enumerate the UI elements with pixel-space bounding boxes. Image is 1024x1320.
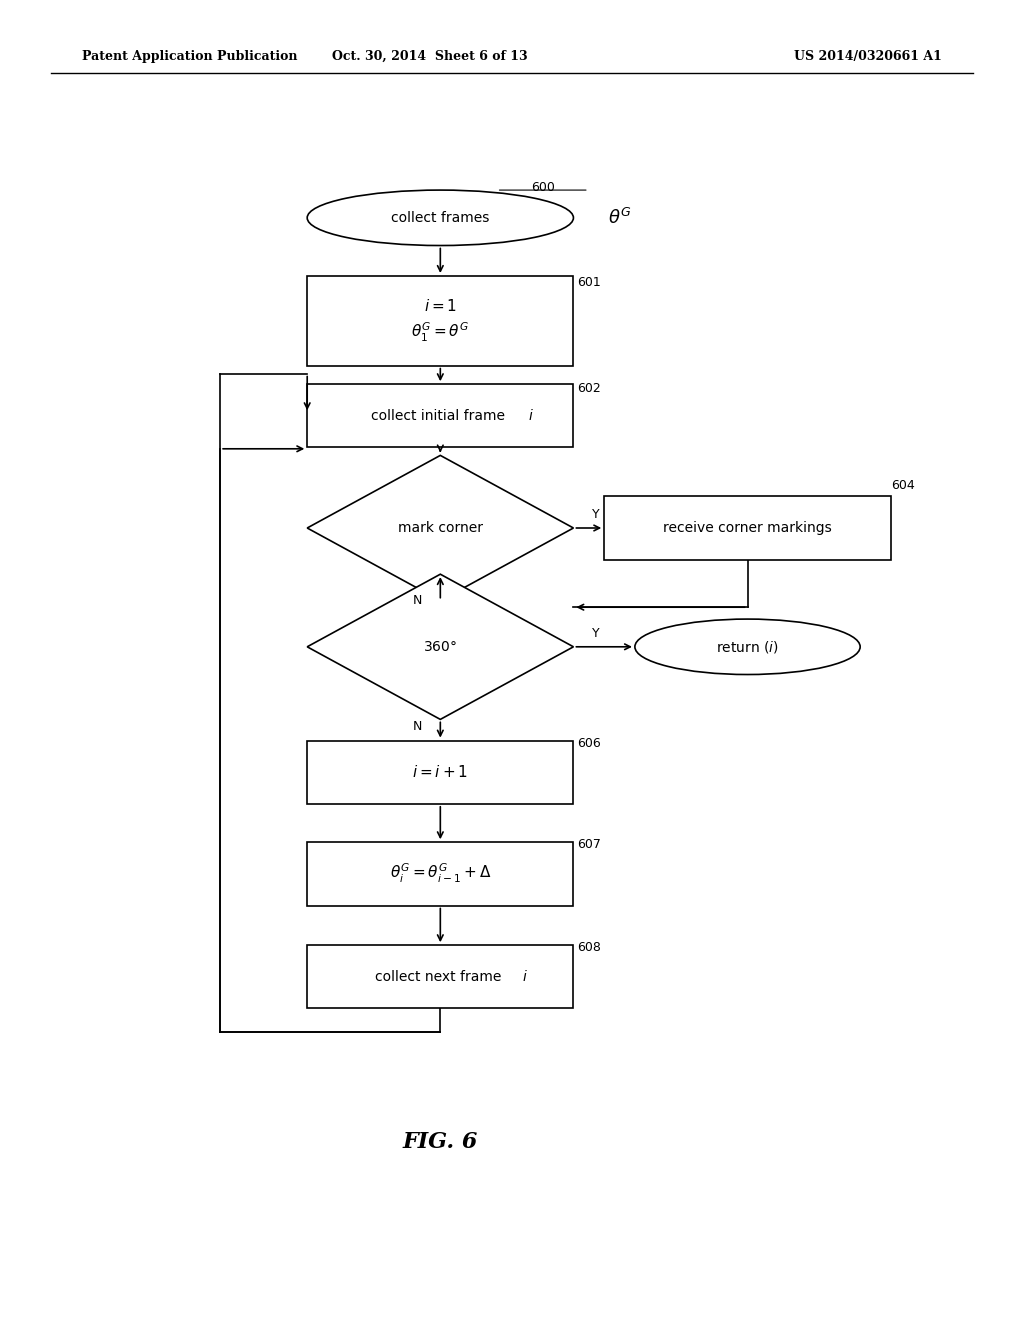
- Text: 602: 602: [577, 381, 601, 395]
- Text: $i$: $i$: [527, 408, 534, 424]
- FancyBboxPatch shape: [307, 276, 573, 366]
- Text: 605: 605: [456, 601, 479, 614]
- Text: 601: 601: [577, 276, 601, 289]
- Text: Patent Application Publication: Patent Application Publication: [82, 50, 297, 63]
- Polygon shape: [307, 455, 573, 601]
- Text: $\theta_1^G = \theta^G$: $\theta_1^G = \theta^G$: [412, 321, 469, 345]
- Text: $360°$: $360°$: [423, 640, 458, 653]
- Text: US 2014/0320661 A1: US 2014/0320661 A1: [795, 50, 942, 63]
- Ellipse shape: [307, 190, 573, 246]
- Text: collect initial frame: collect initial frame: [371, 409, 510, 422]
- Text: mark corner: mark corner: [397, 521, 483, 535]
- Text: $\theta^G$: $\theta^G$: [608, 207, 631, 228]
- Text: 607: 607: [577, 838, 601, 851]
- Text: N: N: [413, 594, 422, 607]
- FancyBboxPatch shape: [604, 496, 891, 560]
- FancyBboxPatch shape: [307, 384, 573, 447]
- Text: Y: Y: [592, 627, 599, 640]
- Text: Oct. 30, 2014  Sheet 6 of 13: Oct. 30, 2014 Sheet 6 of 13: [332, 50, 528, 63]
- Text: return $(i)$: return $(i)$: [716, 639, 779, 655]
- Text: collect next frame: collect next frame: [375, 970, 506, 983]
- Text: 604: 604: [891, 479, 914, 492]
- Text: 606: 606: [577, 737, 601, 750]
- Text: $i=1$: $i=1$: [424, 298, 457, 314]
- Text: collect frames: collect frames: [391, 211, 489, 224]
- Text: Y: Y: [592, 508, 599, 521]
- Text: 600: 600: [530, 181, 555, 194]
- FancyBboxPatch shape: [307, 741, 573, 804]
- FancyBboxPatch shape: [307, 842, 573, 906]
- Text: receive corner markings: receive corner markings: [664, 521, 831, 535]
- Text: FIG. 6: FIG. 6: [402, 1131, 478, 1152]
- Text: 608: 608: [577, 941, 601, 954]
- Ellipse shape: [635, 619, 860, 675]
- FancyBboxPatch shape: [307, 945, 573, 1008]
- Text: $i$: $i$: [522, 969, 528, 985]
- Text: N: N: [413, 719, 422, 733]
- Text: $\theta_i^G = \theta_{i-1}^G + \Delta$: $\theta_i^G = \theta_{i-1}^G + \Delta$: [389, 862, 492, 886]
- Text: 603: 603: [456, 479, 479, 492]
- Polygon shape: [307, 574, 573, 719]
- Text: $i = i+1$: $i = i+1$: [413, 764, 468, 780]
